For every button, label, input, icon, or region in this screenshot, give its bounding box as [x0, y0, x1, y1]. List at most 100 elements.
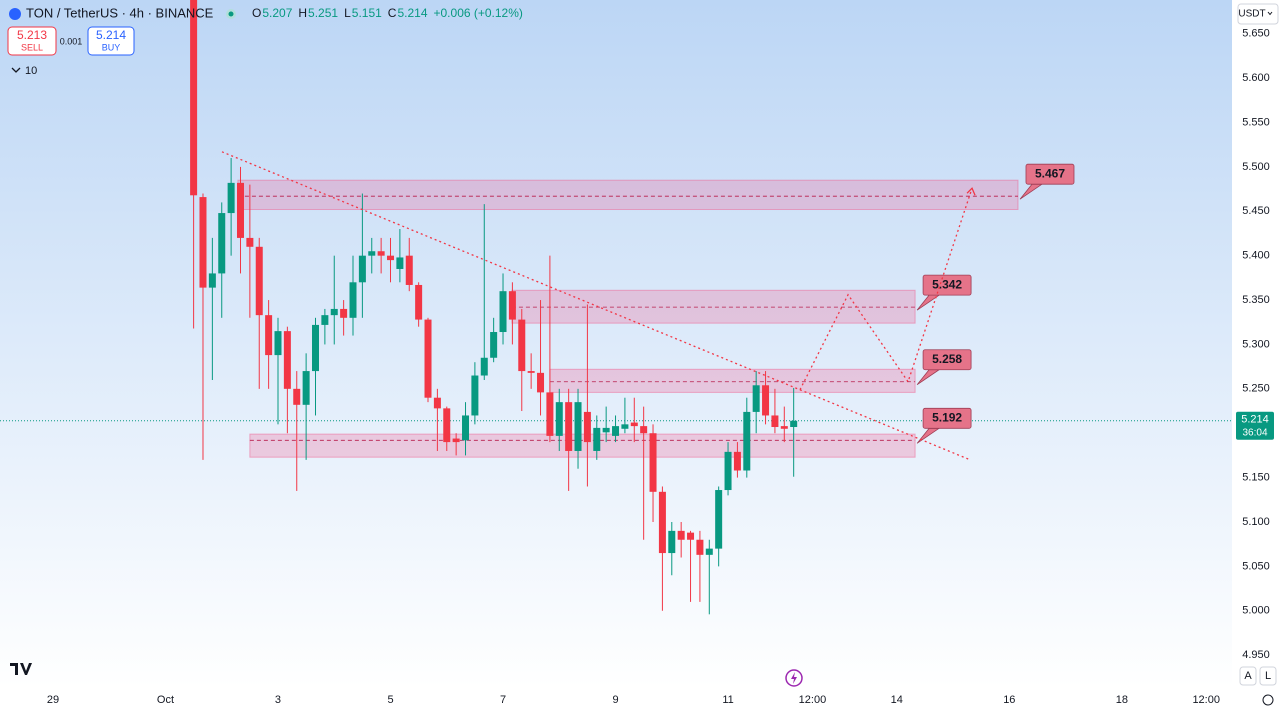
- buy-button[interactable]: [87, 26, 135, 56]
- candle-body: [227, 182, 235, 214]
- candle-body: [274, 331, 282, 356]
- candle-body: [705, 548, 713, 555]
- symbol-title[interactable]: TON / TetherUS · 4h · BINANCE: [26, 5, 214, 20]
- settings-button[interactable]: [1262, 694, 1274, 706]
- candle-body: [630, 422, 638, 427]
- callout-label: 5.467: [1035, 166, 1065, 180]
- candle-body: [771, 415, 779, 428]
- scale-button-label: A: [1244, 670, 1252, 682]
- candle-body: [602, 427, 610, 433]
- scale-button[interactable]: [1259, 666, 1277, 686]
- callout-box: [1025, 163, 1075, 185]
- x-tick-label: 3: [275, 694, 281, 706]
- currency-button[interactable]: [1237, 3, 1279, 25]
- candle-body: [508, 291, 516, 320]
- x-tick-label: 7: [500, 694, 506, 706]
- events-button[interactable]: [785, 669, 803, 687]
- candle-body: [377, 251, 385, 256]
- last-price-label: 5.214: [1241, 414, 1269, 426]
- y-tick-label: 5.500: [1242, 161, 1270, 173]
- x-tick-label: 18: [1116, 694, 1128, 706]
- candle-body: [658, 491, 666, 554]
- candle-body: [499, 291, 507, 333]
- sell-price: 5.213: [17, 28, 47, 42]
- currency: USDT: [1238, 9, 1265, 20]
- candle-body: [396, 257, 404, 269]
- y-tick-label: 5.600: [1242, 72, 1270, 84]
- ohlc-key: L: [344, 6, 351, 20]
- callout-label: 5.342: [932, 277, 962, 291]
- candle-body: [780, 426, 788, 429]
- candle-body: [405, 255, 413, 285]
- candle-body: [349, 282, 357, 318]
- spread: 0.001: [60, 36, 83, 46]
- x-tick-label: 11: [722, 694, 733, 706]
- scale-button[interactable]: [1239, 666, 1257, 686]
- buy-price: 5.214: [96, 28, 126, 42]
- y-tick-label: 5.400: [1242, 250, 1270, 262]
- candle-body: [424, 319, 432, 398]
- candle-body: [471, 375, 479, 416]
- candle-body: [293, 388, 301, 405]
- candle-body: [518, 319, 526, 372]
- y-tick-label: 4.950: [1242, 649, 1270, 661]
- ohlc-key: O: [252, 6, 261, 20]
- candle-body: [537, 372, 545, 393]
- candle-body: [574, 402, 582, 451]
- annotations-layer: 5.467 5.342 5.258 5.192: [221, 151, 1075, 461]
- x-tick-label: 12:00: [799, 694, 827, 706]
- candle-body: [218, 213, 226, 274]
- candle-body: [302, 371, 310, 405]
- ohlc-key: H: [298, 6, 307, 20]
- candle-body: [443, 408, 451, 443]
- callout-label: 5.192: [932, 410, 962, 424]
- candle-body: [255, 246, 263, 316]
- candle-body: [612, 426, 620, 436]
- candle-body: [190, 0, 198, 196]
- y-tick-label: 5.300: [1242, 338, 1270, 350]
- x-tick-label: 9: [612, 694, 618, 706]
- y-tick-label: 5.450: [1242, 205, 1270, 217]
- ohlc-value: 5.151: [352, 6, 382, 20]
- y-tick-label: 5.050: [1242, 560, 1270, 572]
- candle-body: [565, 402, 573, 451]
- candle-body: [462, 415, 470, 441]
- time-axis-background: [0, 688, 1232, 710]
- zone: [249, 433, 916, 458]
- candle-body: [733, 451, 741, 471]
- scale-button-label: L: [1265, 670, 1271, 682]
- y-tick-label: 5.550: [1242, 116, 1270, 128]
- callout-box: [922, 407, 972, 429]
- projection-arrow: [966, 187, 976, 196]
- tradingview-logo[interactable]: [10, 663, 32, 675]
- y-tick-label: 5.100: [1242, 516, 1270, 528]
- candle-body: [433, 397, 441, 409]
- indicators-toggle[interactable]: [11, 67, 21, 73]
- x-tick-label: 5: [387, 694, 393, 706]
- ohlc-key: C: [388, 6, 397, 20]
- candle-body: [743, 411, 751, 471]
- candle-body: [715, 490, 723, 549]
- callout-box: [922, 349, 972, 371]
- candle-body: [452, 438, 460, 443]
- candle-body: [340, 308, 348, 318]
- candle-body: [527, 371, 535, 373]
- sell-button[interactable]: [7, 26, 57, 56]
- zone: [237, 179, 1019, 211]
- x-tick-label: 16: [1003, 694, 1015, 706]
- candle-body: [246, 237, 254, 247]
- y-tick-label: 5.150: [1242, 472, 1270, 484]
- candle-body: [668, 530, 676, 554]
- zone: [549, 368, 916, 393]
- candle-body: [762, 385, 770, 416]
- candle-body: [312, 324, 320, 372]
- change: +0.006 (+0.12%): [434, 6, 523, 20]
- callout-label: 5.258: [932, 352, 962, 366]
- candle-body: [358, 255, 366, 283]
- market-status-dot: [228, 11, 234, 17]
- indicators-count: 10: [25, 65, 37, 77]
- candle-body: [546, 392, 554, 436]
- candle-body: [724, 451, 732, 491]
- x-tick-label: 12:00: [1192, 694, 1220, 706]
